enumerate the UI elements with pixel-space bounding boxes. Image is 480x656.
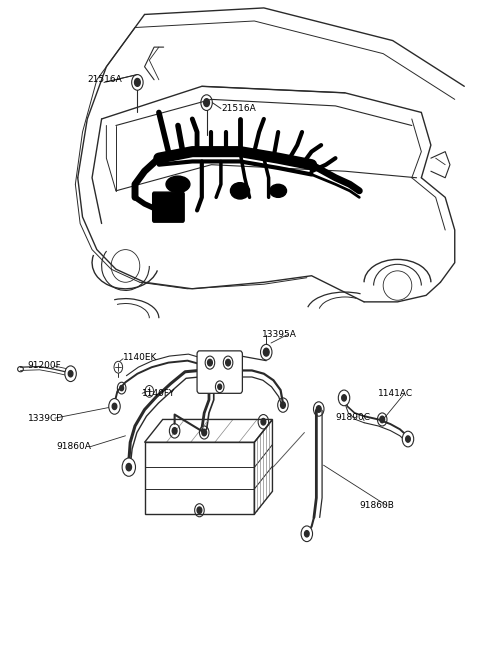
Circle shape <box>342 395 347 401</box>
Circle shape <box>126 464 132 471</box>
Circle shape <box>122 458 135 476</box>
Ellipse shape <box>270 184 287 197</box>
Circle shape <box>120 386 123 391</box>
Text: 21516A: 21516A <box>221 104 256 113</box>
FancyBboxPatch shape <box>153 192 184 222</box>
Circle shape <box>112 403 117 409</box>
Circle shape <box>204 98 209 106</box>
Text: 91860A: 91860A <box>56 442 91 451</box>
Circle shape <box>316 405 321 412</box>
Circle shape <box>172 428 177 434</box>
Circle shape <box>304 531 309 537</box>
Circle shape <box>402 431 414 447</box>
Text: 21516A: 21516A <box>87 75 122 84</box>
Circle shape <box>281 402 285 408</box>
Circle shape <box>207 359 212 366</box>
Circle shape <box>218 384 222 390</box>
Text: 13395A: 13395A <box>262 330 296 339</box>
Ellipse shape <box>230 182 250 199</box>
Circle shape <box>68 371 73 377</box>
Text: 91890C: 91890C <box>336 413 371 422</box>
Text: 1140FY: 1140FY <box>142 389 176 398</box>
Circle shape <box>109 399 120 414</box>
Text: 1339CD: 1339CD <box>28 414 64 422</box>
Circle shape <box>380 416 384 422</box>
Circle shape <box>264 348 269 356</box>
Circle shape <box>202 429 206 436</box>
Ellipse shape <box>166 176 190 192</box>
Circle shape <box>338 390 350 405</box>
Circle shape <box>134 79 140 87</box>
FancyBboxPatch shape <box>197 351 242 394</box>
Text: 1141AC: 1141AC <box>378 389 413 398</box>
Text: 91200F: 91200F <box>28 361 61 371</box>
Circle shape <box>197 507 202 514</box>
Circle shape <box>406 436 410 442</box>
Text: 91860B: 91860B <box>360 501 394 510</box>
Circle shape <box>226 359 230 366</box>
Circle shape <box>65 366 76 382</box>
Text: 1140EK: 1140EK <box>123 353 157 362</box>
Circle shape <box>301 526 312 542</box>
Circle shape <box>261 419 266 425</box>
